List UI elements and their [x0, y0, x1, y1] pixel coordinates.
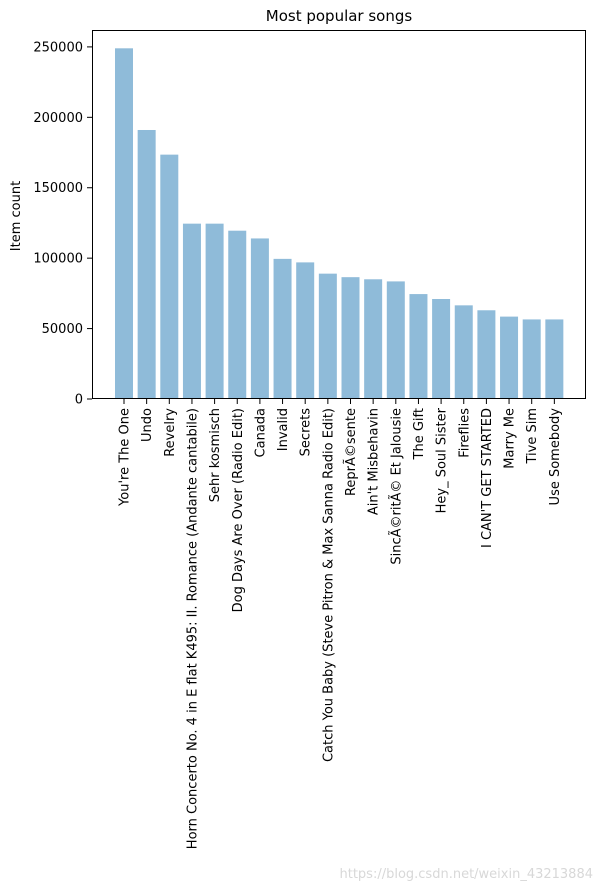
x-tick-label: Dog Days Are Over (Radio Edit)	[231, 408, 246, 612]
bar	[182, 223, 201, 399]
x-tick-label: Invalid	[276, 408, 291, 451]
y-tick-label: 250000	[33, 40, 83, 55]
x-tick-label: You're The One	[118, 408, 133, 507]
y-axis-label: Item count	[9, 181, 24, 251]
watermark-text: https://blog.csdn.net/weixin_43213884	[339, 867, 593, 882]
bar	[228, 230, 247, 399]
bar	[318, 273, 337, 399]
bar	[115, 48, 133, 399]
x-tick-label: ReprÃ©sente	[343, 408, 359, 496]
y-tick-label: 50000	[42, 322, 83, 337]
x-tick-label: I CAN'T GET STARTED	[480, 408, 495, 548]
x-tick-label: The Gift	[412, 408, 427, 460]
x-tick-label: Undo	[140, 408, 155, 442]
x-axis-ticks: You're The One Undo Revelry Horn Concerto N…	[118, 399, 563, 849]
y-tick-label: 100000	[33, 252, 83, 267]
y-tick-label: 0	[75, 393, 83, 408]
bar	[386, 281, 405, 399]
bar	[409, 294, 428, 399]
x-tick-label: Horn Concerto No. 4 in E flat K495: II. …	[185, 408, 200, 849]
x-tick-label: Hey_ Soul Sister	[435, 407, 450, 513]
bar	[500, 316, 519, 399]
bar	[454, 305, 473, 399]
bar	[477, 310, 496, 399]
bars	[115, 48, 564, 399]
y-tick-label: 150000	[33, 181, 83, 196]
bar	[522, 319, 541, 399]
x-tick-label: Ain't Misbehavin	[367, 408, 382, 515]
x-tick-label: Secrets	[299, 408, 314, 457]
bar	[296, 262, 315, 399]
x-tick-label: Fireflies	[457, 408, 472, 458]
bar	[160, 154, 179, 399]
bar	[341, 277, 360, 399]
bar	[137, 129, 156, 399]
bar	[250, 238, 269, 399]
bar	[364, 279, 383, 399]
bar	[432, 299, 451, 399]
x-tick-label: Sehr kosmisch	[208, 408, 223, 502]
bar	[545, 319, 564, 399]
x-tick-label: Tive Sim	[525, 408, 540, 465]
y-axis-ticks: 0 50000 100000 150000 200000 250000	[33, 40, 92, 408]
x-tick-label: Catch You Baby (Steve Pitron & Max Sanna…	[321, 408, 336, 762]
x-tick-label: Use Somebody	[548, 408, 563, 506]
bar	[273, 258, 292, 399]
x-tick-label: Canada	[253, 408, 268, 457]
x-tick-label: Marry Me	[503, 408, 518, 469]
x-tick-label: Revelry	[163, 408, 178, 457]
y-tick-label: 200000	[33, 111, 83, 126]
plot-frame	[92, 30, 586, 399]
chart-title: Most popular songs	[266, 7, 413, 25]
bar	[205, 223, 224, 399]
x-tick-label: SincÃ©ritÃ© Et Jalousie	[388, 408, 404, 565]
